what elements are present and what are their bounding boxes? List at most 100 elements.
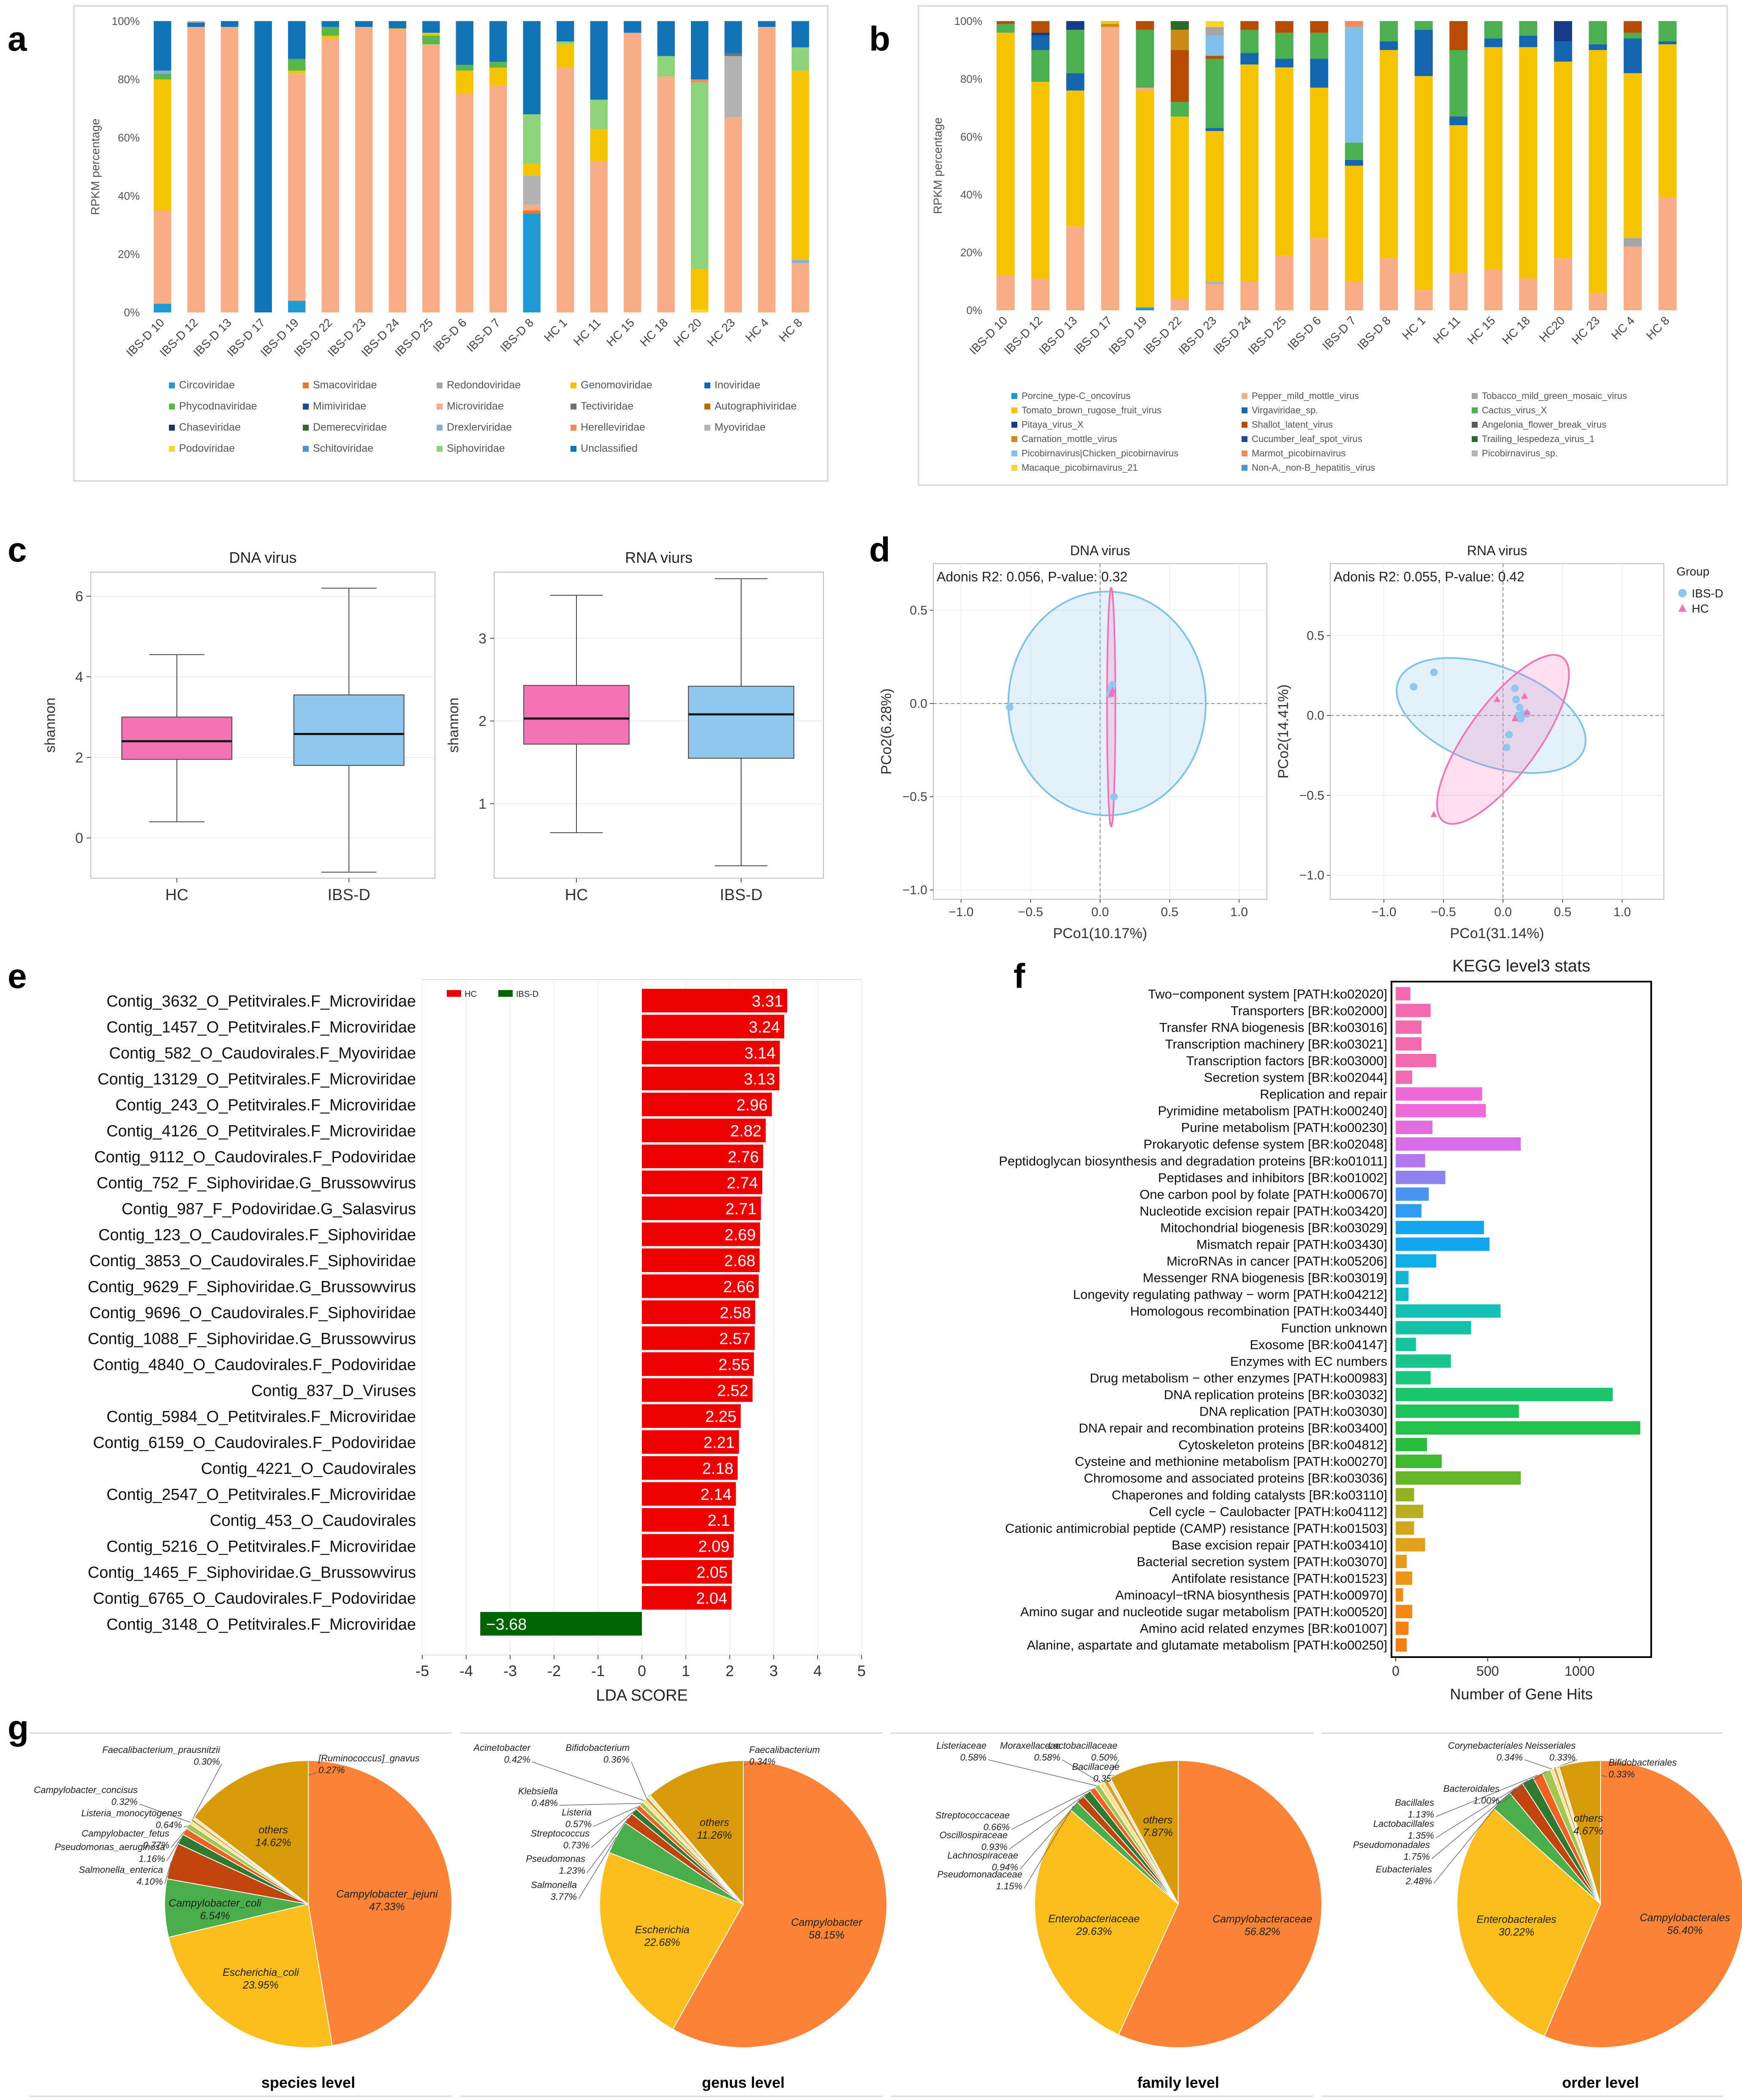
lda-value-label: 2.18 xyxy=(702,1460,734,1478)
kegg-bar xyxy=(1396,1037,1421,1051)
pie-label: Enterobacterales xyxy=(1476,1913,1556,1925)
bar-segment xyxy=(1345,27,1363,143)
lda-bar xyxy=(642,1222,760,1246)
panel-letter-c: c xyxy=(8,531,27,569)
legend-label: Virgaviridae_sp. xyxy=(1252,405,1318,415)
pie-label: Bacillales xyxy=(1395,1797,1434,1808)
bar-segment xyxy=(1205,56,1224,59)
legend-swatch xyxy=(1011,407,1017,413)
point-HC xyxy=(1430,811,1438,817)
y-tick-label: 20% xyxy=(960,246,982,259)
y-tick-label: 40% xyxy=(118,190,140,202)
pie-pct-label: 0.93% xyxy=(981,1842,1008,1852)
legend-label: Unclassified xyxy=(581,442,638,454)
ellipse-IBS-D xyxy=(1396,657,1587,774)
pie-label: others xyxy=(1574,1812,1603,1824)
leader-line xyxy=(139,1804,190,1823)
x-axis-title: PCo1(31.14%) xyxy=(1450,925,1544,941)
leader-line xyxy=(1435,1780,1528,1838)
legend-label: Schitoviridae xyxy=(313,442,373,454)
legend-label: Chaseviridae xyxy=(179,421,241,433)
bar-segment xyxy=(288,73,306,301)
lda-value-label: 3.14 xyxy=(745,1045,776,1062)
legend-swatch xyxy=(169,404,175,410)
box-HC xyxy=(121,716,233,760)
leader-line xyxy=(1105,1759,1120,1781)
x-tick-label: 0 xyxy=(1392,1663,1400,1679)
bar-segment xyxy=(489,62,507,68)
pie-pct-label: 0.48% xyxy=(532,1798,558,1808)
bar-segment xyxy=(1310,21,1329,33)
bar-segment xyxy=(1658,44,1677,198)
bar-segment xyxy=(154,79,171,211)
legend-label: Shallot_latent_virus xyxy=(1252,419,1333,430)
contig-label: Contig_13129_O_Petitvirales.F_Microvirid… xyxy=(98,1071,416,1088)
lda-bar xyxy=(642,1041,780,1064)
legend-label: Mimiviridae xyxy=(313,400,366,412)
plot-title: DNA virus xyxy=(1070,543,1130,558)
x-tick-label: -4 xyxy=(459,1662,473,1679)
plot-title: KEGG level3 stats xyxy=(1452,957,1590,975)
point-IBS-D xyxy=(1505,731,1513,739)
y-axis-title: PCo2(14.41%) xyxy=(1275,684,1291,779)
x-tick-label: 1.0 xyxy=(1613,905,1631,919)
kegg-category-label: Antifolate resistance [PATH:ko01523] xyxy=(1171,1571,1387,1586)
bar-segment xyxy=(1171,298,1189,310)
point-IBS-D xyxy=(1006,703,1014,711)
lda-value-label: 2.14 xyxy=(701,1486,732,1504)
pie-slice xyxy=(672,1760,887,2048)
lda-bar xyxy=(642,1404,741,1428)
bar-segment xyxy=(187,22,205,27)
kegg-category-label: Mitochondrial biogenesis [BR:ko03029] xyxy=(1160,1220,1387,1235)
lda-value-label: 2.21 xyxy=(704,1434,735,1452)
lda-value-label: 2.82 xyxy=(730,1123,761,1140)
bar-segment xyxy=(1449,50,1468,117)
bar-segment xyxy=(489,85,507,313)
x-tick-label: −0.5 xyxy=(1018,905,1043,919)
kegg-category-label: Aminoacyl−tRNA biosynthesis [PATH:ko0097… xyxy=(1115,1588,1387,1603)
bar-segment xyxy=(1171,21,1189,30)
pie-slice xyxy=(164,1878,309,1938)
pie-label: Neisseriales xyxy=(1525,1740,1576,1751)
bar-segment xyxy=(1136,307,1154,310)
bar-segment xyxy=(1658,197,1677,310)
lda-value-label: 2.66 xyxy=(723,1278,755,1296)
legend-label: Pitaya_virus_X xyxy=(1022,419,1084,430)
kegg-bar xyxy=(1396,1404,1519,1418)
legend-label: Porcine_type-C_oncovirus xyxy=(1022,391,1131,401)
kegg-bar xyxy=(1396,1321,1471,1335)
legend-swatch xyxy=(1242,450,1247,456)
pie-label: Listeria_monocytogenes xyxy=(82,1808,182,1818)
x-tick-label: 4 xyxy=(813,1662,822,1679)
bar-segment xyxy=(389,21,406,29)
bar-segment xyxy=(1275,67,1294,255)
bar-segment xyxy=(791,71,809,260)
kegg-bar xyxy=(1396,1254,1436,1268)
legend-label: Microviridae xyxy=(447,400,504,412)
kegg-category-label: Messenger RNA biogenesis [BR:ko03019] xyxy=(1143,1270,1387,1285)
lda-bar xyxy=(642,1066,780,1091)
kegg-category-label: Amino sugar and nucleotide sugar metabol… xyxy=(1020,1604,1387,1619)
pie-pct-label: 14.62% xyxy=(255,1837,291,1848)
kegg-bar xyxy=(1396,1588,1403,1602)
pie-pct-label: 47.33% xyxy=(369,1901,405,1913)
legend-swatch xyxy=(1011,393,1017,399)
pie-label: Bifidobacteriales xyxy=(1609,1757,1677,1768)
bar-segment xyxy=(1101,21,1120,24)
x-tick-label: −0.5 xyxy=(1431,905,1456,919)
lda-bar xyxy=(642,1197,761,1220)
y-tick-label: 2 xyxy=(478,714,486,730)
pie-caption: family level xyxy=(1137,2074,1219,2091)
legend-swatch xyxy=(1472,450,1478,456)
lda-value-label: 2.58 xyxy=(720,1304,751,1322)
panel-letter-a: a xyxy=(8,20,27,58)
kegg-category-label: Purine metabolism [PATH:ko00230] xyxy=(1181,1120,1387,1135)
bar-segment xyxy=(1205,131,1224,282)
bar-segment xyxy=(1658,21,1677,41)
kegg-category-label: MicroRNAs in cancer [PATH:ko05206] xyxy=(1166,1254,1387,1269)
legend-label: Angelonia_flower_break_virus xyxy=(1482,419,1606,430)
lda-bar xyxy=(642,1326,755,1350)
kegg-bar xyxy=(1396,1621,1409,1635)
contig-label: Contig_3632_O_Petitvirales.F_Microvirida… xyxy=(106,993,416,1010)
bar-segment xyxy=(1623,33,1642,39)
